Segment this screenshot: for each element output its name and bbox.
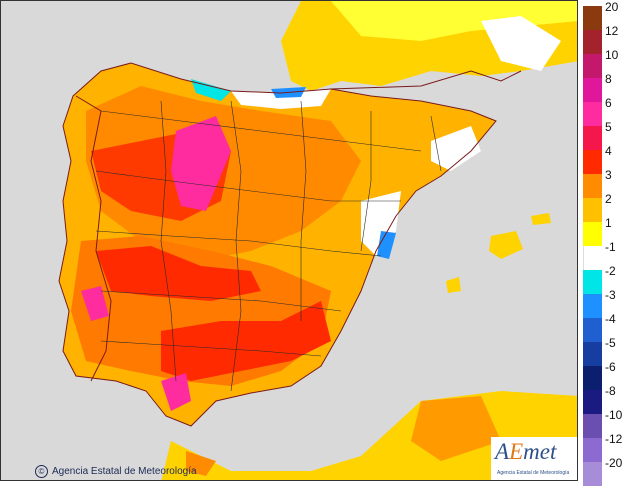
legend-label: 20 — [605, 0, 619, 14]
legend-item: -10 — [583, 408, 630, 438]
legend-label: -10 — [605, 408, 623, 422]
legend-label: -6 — [605, 360, 616, 374]
legend-swatch — [583, 174, 602, 198]
legend-label: 6 — [605, 96, 612, 110]
legend-swatch — [583, 318, 602, 342]
legend-label: -3 — [605, 288, 616, 302]
magenta-duero — [171, 116, 231, 211]
legend-label: 2 — [605, 192, 612, 206]
credit-text: Agencia Estatal de Meteorología — [52, 466, 197, 477]
legend-swatch — [583, 462, 602, 486]
legend-item: 3 — [583, 168, 630, 198]
legend-swatch — [583, 54, 602, 78]
legend-label: 8 — [605, 72, 612, 86]
legend: 20 12 10 8 6 5 4 3 2 1 -1 -2 -3 -4 -5 -6 -8 -10 -12 -20 — [583, 0, 630, 486]
legend-item: 8 — [583, 72, 630, 102]
legend-item: -6 — [583, 360, 630, 390]
legend-swatch — [583, 150, 602, 174]
france-north — [331, 1, 577, 41]
magenta-sw — [161, 373, 191, 411]
white-north-coast — [231, 89, 331, 109]
legend-swatch — [583, 438, 602, 462]
legend-item: -4 — [583, 312, 630, 342]
legend-item: -3 — [583, 288, 630, 318]
legend-item: 6 — [583, 96, 630, 126]
legend-swatch — [583, 414, 602, 438]
legend-swatch — [583, 78, 602, 102]
legend-label: -20 — [605, 456, 623, 470]
legend-swatch — [583, 6, 602, 30]
legend-label: 1 — [605, 216, 612, 230]
legend-item: 4 — [583, 144, 630, 174]
red-centre — [96, 246, 261, 301]
legend-label: 12 — [605, 24, 619, 38]
copyright-icon: © — [35, 465, 48, 478]
legend-item: 10 — [583, 48, 630, 78]
legend-label: -5 — [605, 336, 616, 350]
portugal-border — [75, 95, 112, 382]
red-south — [161, 301, 331, 381]
white-east-coast — [361, 191, 401, 256]
legend-swatch — [583, 198, 602, 222]
pyrenees-border — [330, 70, 522, 90]
legend-label: 5 — [605, 120, 612, 134]
legend-item: 12 — [583, 24, 630, 54]
legend-item: 1 — [583, 216, 630, 246]
legend-label: -8 — [605, 384, 616, 398]
legend-item: 2 — [583, 192, 630, 222]
white-catalonia — [431, 126, 481, 171]
legend-label: -12 — [605, 432, 623, 446]
legend-swatch — [583, 342, 602, 366]
africa-orange-west — [186, 451, 216, 476]
legend-label: 10 — [605, 48, 619, 62]
magenta-west — [81, 286, 109, 321]
legend-swatch — [583, 102, 602, 126]
logo-subtext: Agencia Estatal de Meteorología — [497, 470, 570, 476]
legend-label: 4 — [605, 144, 612, 158]
credit-line: © Agencia Estatal de Meteorología — [35, 465, 197, 478]
legend-swatch — [583, 270, 602, 294]
menorca — [531, 213, 551, 225]
legend-label: 3 — [605, 168, 612, 182]
legend-swatch — [583, 126, 602, 150]
legend-item: -5 — [583, 336, 630, 366]
africa-orange — [411, 396, 501, 461]
legend-item: 5 — [583, 120, 630, 150]
legend-label: -2 — [605, 264, 616, 278]
aemet-logo: AEmet Agencia Estatal de Meteorología — [491, 437, 577, 480]
legend-swatch — [583, 294, 602, 318]
legend-item: -2 — [583, 264, 630, 294]
legend-swatch — [583, 246, 603, 270]
legend-label: -4 — [605, 312, 616, 326]
ibiza — [446, 277, 461, 293]
legend-label: -1 — [605, 240, 616, 254]
white-patch-fr — [481, 16, 561, 71]
legend-item: -12 — [583, 432, 630, 462]
legend-swatch — [583, 222, 602, 246]
legend-swatch — [583, 30, 602, 54]
legend-swatch — [583, 366, 602, 390]
map-graphic — [1, 1, 577, 480]
logo-mark: AEmet — [495, 439, 557, 464]
province-lines — [95, 100, 442, 392]
legend-swatch — [583, 390, 602, 414]
coastline — [58, 62, 497, 427]
anomaly-map: © Agencia Estatal de Meteorología AEmet … — [0, 0, 578, 481]
legend-item: -1 — [583, 240, 630, 270]
legend-item: 20 — [583, 0, 630, 30]
legend-item: -8 — [583, 384, 630, 414]
mallorca — [489, 231, 523, 259]
cyan-cantabria — [191, 79, 231, 101]
blue-valencia — [377, 231, 396, 259]
legend-item: -20 — [583, 456, 630, 486]
